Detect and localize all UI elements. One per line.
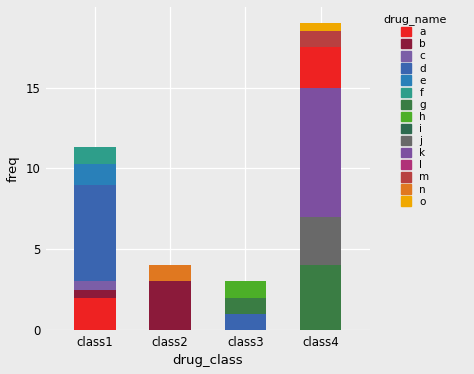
Bar: [300, 47, 341, 88]
Bar: [74, 147, 116, 163]
Bar: [74, 289, 116, 298]
Bar: [74, 163, 116, 185]
Bar: [225, 298, 266, 314]
Bar: [74, 282, 116, 289]
Bar: [300, 88, 341, 217]
Bar: [225, 314, 266, 330]
Bar: [74, 185, 116, 282]
Bar: [300, 31, 341, 47]
Bar: [149, 282, 191, 330]
Bar: [300, 265, 341, 330]
Bar: [300, 23, 341, 31]
Bar: [225, 282, 266, 298]
Y-axis label: freq: freq: [7, 155, 20, 182]
X-axis label: drug_class: drug_class: [173, 354, 243, 367]
Bar: [300, 217, 341, 265]
Legend: a, b, c, d, e, f, g, h, i, j, k, l, m, n, o: a, b, c, d, e, f, g, h, i, j, k, l, m, n…: [382, 12, 449, 209]
Bar: [74, 298, 116, 330]
Bar: [149, 265, 191, 282]
